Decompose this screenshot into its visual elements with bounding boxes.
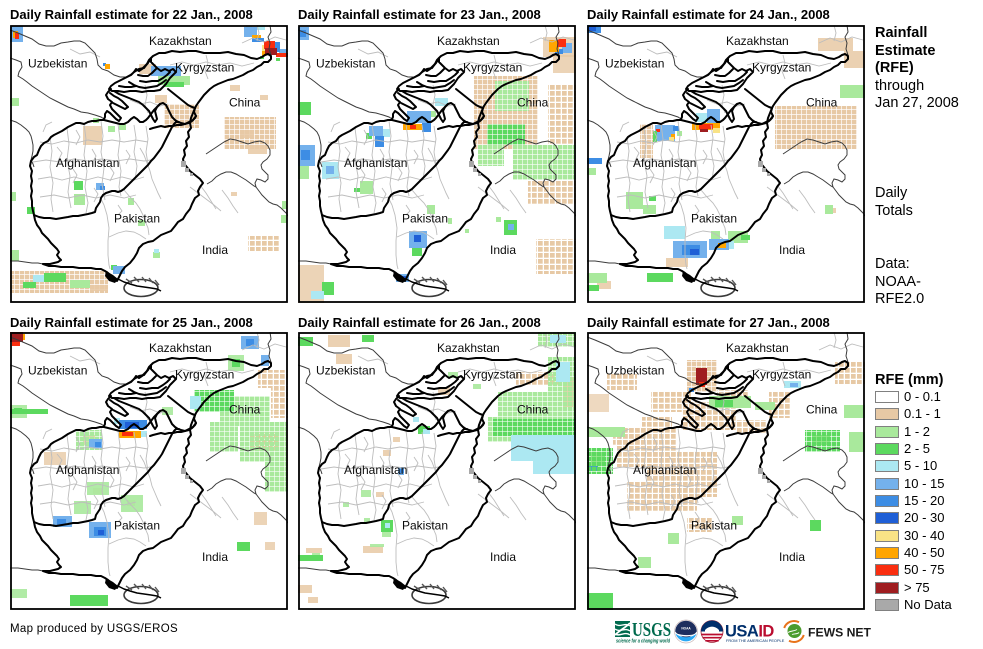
svg-text:USGS: USGS <box>632 619 671 641</box>
svg-text:science for a changing world: science for a changing world <box>616 639 671 645</box>
svg-text:USAID: USAID <box>725 623 774 641</box>
svg-text:FROM THE AMERICAN PEOPLE: FROM THE AMERICAN PEOPLE <box>726 638 785 643</box>
svg-text:FEWS NET: FEWS NET <box>808 626 872 640</box>
svg-text:NOAA: NOAA <box>681 627 691 631</box>
